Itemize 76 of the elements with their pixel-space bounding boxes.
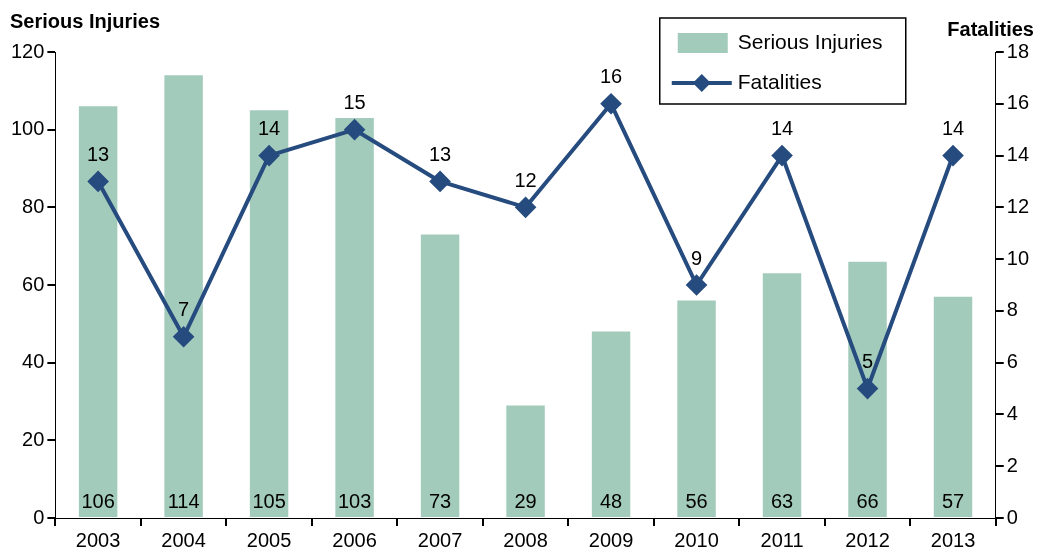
- x-tick-label: 2003: [75, 528, 121, 551]
- y2-tick-label: 0: [1006, 505, 1018, 528]
- data-label: 106: [81, 489, 115, 512]
- point: [259, 145, 280, 166]
- bar: [933, 296, 973, 517]
- data-label: 57: [941, 489, 965, 512]
- y2-tick-label: 2: [1006, 453, 1018, 476]
- y2-tick-label: 4: [1006, 401, 1018, 424]
- bar: [762, 273, 802, 517]
- y2-tick-label: 12: [1006, 194, 1029, 217]
- y-tick-label: 80: [22, 194, 45, 217]
- x-tick-label: 2012: [845, 528, 890, 551]
- y2-tick-label: 18: [1006, 39, 1029, 62]
- point: [430, 171, 451, 192]
- bar: [335, 118, 374, 517]
- y2-axis-title: Fatalities: [947, 17, 1034, 40]
- y2-tick-label: 14: [1006, 143, 1029, 166]
- data-label: 5: [861, 350, 874, 373]
- point: [601, 93, 622, 114]
- data-label: 114: [167, 489, 200, 512]
- data-label: 56: [685, 489, 708, 512]
- point: [772, 145, 793, 166]
- point: [857, 378, 878, 399]
- data-label: 16: [599, 65, 623, 88]
- data-label: 13: [86, 142, 110, 165]
- bar: [420, 234, 460, 517]
- point: [88, 171, 109, 192]
- x-tick-label: 2006: [332, 528, 377, 551]
- data-label: 7: [178, 298, 190, 321]
- data-label: 14: [257, 117, 281, 140]
- y-tick-label: 20: [22, 427, 45, 450]
- data-label: 73: [428, 489, 452, 512]
- point: [686, 275, 707, 295]
- x-tick-label: 2007: [417, 528, 463, 551]
- data-label: 66: [856, 489, 879, 512]
- data-label: 48: [599, 489, 623, 512]
- y-tick-label: 40: [22, 350, 45, 373]
- y-tick-label: 0: [33, 505, 45, 528]
- bar: [249, 110, 289, 517]
- y2-tick-label: 6: [1006, 350, 1018, 373]
- data-label: 29: [514, 489, 537, 512]
- x-tick-label: 2004: [161, 528, 206, 551]
- bar: [848, 261, 887, 517]
- data-label: 63: [770, 489, 794, 512]
- y-axis-title: Serious Injuries: [10, 9, 161, 32]
- point: [515, 197, 536, 218]
- point: [943, 145, 964, 166]
- x-tick-label: 2010: [674, 528, 719, 551]
- y2-tick-label: 8: [1006, 298, 1018, 321]
- data-label: 12: [514, 168, 537, 191]
- point: [173, 326, 194, 347]
- data-label: 15: [343, 91, 366, 114]
- y-tick-label: 100: [10, 117, 45, 140]
- legend-label: Fatalities: [737, 69, 822, 93]
- bar: [677, 300, 716, 517]
- data-label: 103: [337, 489, 372, 512]
- y-tick-label: 120: [10, 39, 45, 62]
- bar: [78, 106, 118, 517]
- point: [344, 119, 365, 140]
- data-label: 9: [690, 246, 703, 269]
- bar: [591, 331, 631, 517]
- bar: [164, 75, 203, 517]
- data-label: 14: [941, 117, 965, 140]
- bar: [506, 405, 545, 517]
- y2-tick-label: 16: [1006, 91, 1029, 114]
- y2-tick-label: 10: [1006, 246, 1029, 269]
- legend-label: Serious Injuries: [737, 29, 883, 53]
- x-tick-label: 2005: [246, 528, 292, 551]
- x-tick-label: 2008: [503, 528, 548, 551]
- y-tick-label: 60: [22, 272, 45, 295]
- x-tick-label: 2011: [760, 528, 804, 551]
- x-tick-label: 2009: [588, 528, 634, 551]
- data-label: 105: [252, 489, 286, 512]
- data-label: 14: [770, 117, 794, 140]
- x-tick-label: 2013: [930, 528, 976, 551]
- data-label: 13: [428, 142, 452, 165]
